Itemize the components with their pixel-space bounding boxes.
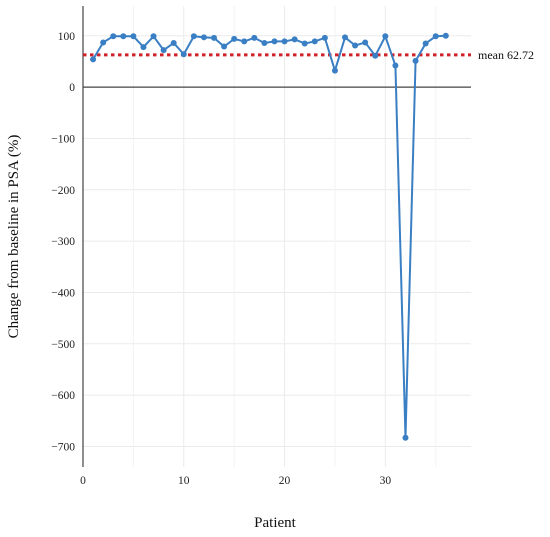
data-point (442, 32, 449, 39)
data-point (170, 39, 177, 46)
y-tick-label: −500 (51, 339, 75, 351)
y-tick-label: −200 (51, 185, 75, 197)
x-axis-title: Patient (254, 515, 296, 531)
data-point (281, 38, 288, 45)
x-tick-label: 20 (279, 475, 291, 487)
x-tick-label: 30 (380, 475, 392, 487)
data-point (402, 434, 409, 441)
data-point (392, 62, 399, 69)
data-point (241, 38, 248, 45)
data-point (251, 34, 258, 41)
y-tick-label: −300 (51, 236, 75, 248)
data-point (211, 34, 218, 41)
data-point (352, 42, 359, 49)
axes-layer (82, 6, 471, 467)
x-tick-label: 10 (178, 475, 190, 487)
data-point (261, 39, 268, 46)
data-point (362, 39, 369, 46)
data-point (422, 40, 429, 47)
grid-layer (82, 6, 471, 467)
data-point (150, 33, 157, 40)
data-point (331, 67, 338, 74)
data-point (200, 34, 207, 41)
y-tick-label: −600 (51, 390, 75, 402)
data-point (160, 47, 167, 54)
data-point (291, 36, 298, 43)
data-point (221, 43, 228, 50)
tick-labels-layer: 100 0 −100 −200 −300 −400 −500 −600 −700 0 10 20 30 (51, 31, 391, 487)
y-tick-label: −100 (51, 133, 75, 145)
y-tick-label: −700 (51, 441, 75, 453)
data-point (110, 33, 117, 40)
data-point (321, 34, 328, 41)
data-point (412, 57, 419, 64)
data-point (372, 52, 379, 59)
data-point (432, 33, 439, 40)
y-tick-label: 0 (69, 82, 75, 94)
data-point (140, 44, 147, 51)
series-line (92, 34, 446, 439)
data-point (382, 33, 389, 40)
mean-line-layer: mean 62.72 (83, 48, 534, 62)
y-tick-label: −400 (51, 287, 75, 299)
data-point (180, 51, 187, 58)
mean-label: mean 62.72 (478, 48, 534, 62)
series-layer (90, 32, 449, 441)
y-axis-title: Change from baseline in PSA (%) (6, 135, 22, 339)
data-point (301, 40, 308, 47)
data-point (90, 56, 97, 63)
data-point (120, 33, 127, 40)
data-point (311, 38, 318, 45)
data-point (231, 35, 238, 42)
y-tick-label: 100 (58, 31, 76, 43)
data-point (190, 33, 197, 40)
data-point (342, 34, 349, 41)
data-point (130, 33, 137, 40)
data-point (271, 38, 278, 45)
x-tick-label: 0 (80, 475, 86, 487)
data-point (100, 39, 107, 46)
